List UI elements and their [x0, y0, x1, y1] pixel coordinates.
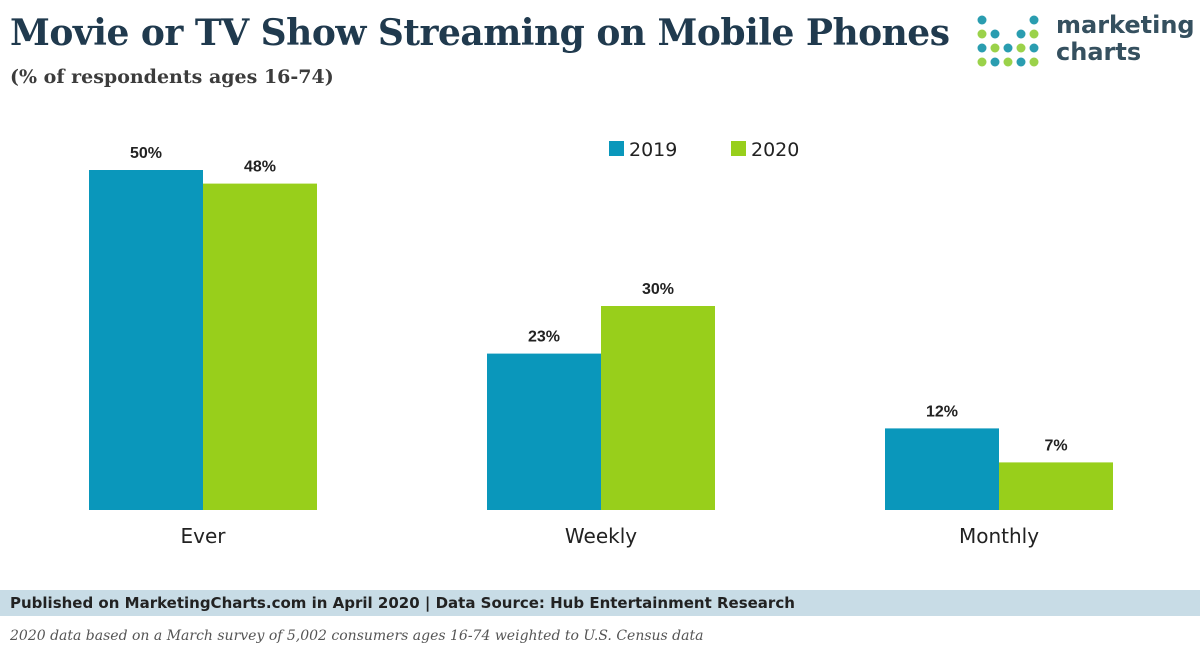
- logo-dot: [977, 57, 987, 67]
- legend-label-2020: 2020: [751, 139, 799, 161]
- x-tick-label-monthly: Monthly: [959, 524, 1039, 548]
- logo-dot: [977, 29, 987, 39]
- logo-dot: [1016, 57, 1026, 67]
- legend-label-2019: 2019: [629, 139, 677, 161]
- logo-dot: [1029, 29, 1039, 39]
- logo-dot: [1029, 57, 1039, 67]
- bar-chart: 50% 48% Ever 23% 30% Weekly 12% 7% Monthly 2019 20…: [89, 139, 1113, 548]
- data-label-weekly-2019: 23%: [528, 329, 560, 346]
- logo-line1: marketing: [1056, 11, 1195, 39]
- logo-dot: [1029, 43, 1039, 53]
- logo-dot: [1003, 43, 1013, 53]
- data-label-weekly-2020: 30%: [642, 281, 674, 298]
- logo-dot: [1016, 43, 1026, 53]
- bar-ever-2020: [203, 183, 317, 510]
- logo-dot: [1029, 15, 1039, 25]
- chart-subtitle: (% of respondents ages 16-74): [10, 66, 334, 88]
- logo-text: marketing charts: [1056, 12, 1195, 66]
- data-label-monthly-2020: 7%: [1044, 437, 1067, 454]
- logo-line2: charts: [1056, 38, 1142, 66]
- footer-published: Published on MarketingCharts.com in Apri…: [10, 594, 795, 612]
- logo-dot: [977, 43, 987, 53]
- footer-note: 2020 data based on a March survey of 5,0…: [10, 628, 704, 644]
- logo-dot: [990, 43, 1000, 53]
- logo-dots-icon: [977, 15, 1039, 67]
- bar-monthly-2020: [999, 462, 1113, 510]
- data-label-monthly-2019: 12%: [926, 403, 958, 420]
- logo-dot: [977, 15, 987, 25]
- legend-swatch-2019: [609, 141, 624, 156]
- footer-bar: Published on MarketingCharts.com in Apri…: [0, 590, 1200, 616]
- bar-weekly-2020: [601, 306, 715, 510]
- bar-monthly-2019: [885, 428, 999, 510]
- logo-dot: [990, 29, 1000, 39]
- bar-weekly-2019: [487, 353, 601, 510]
- logo-dot: [1016, 29, 1026, 39]
- chart-title: Movie or TV Show Streaming on Mobile Pho…: [10, 12, 950, 54]
- data-label-ever-2020: 48%: [244, 159, 276, 176]
- data-label-ever-2019: 50%: [130, 145, 162, 162]
- x-tick-label-weekly: Weekly: [565, 524, 637, 548]
- bar-ever-2019: [89, 170, 203, 510]
- legend-swatch-2020: [731, 141, 746, 156]
- logo-dot: [1003, 57, 1013, 67]
- x-tick-label-ever: Ever: [181, 524, 227, 548]
- marketing-charts-logo: marketing charts: [976, 12, 1196, 74]
- logo-dot: [990, 57, 1000, 67]
